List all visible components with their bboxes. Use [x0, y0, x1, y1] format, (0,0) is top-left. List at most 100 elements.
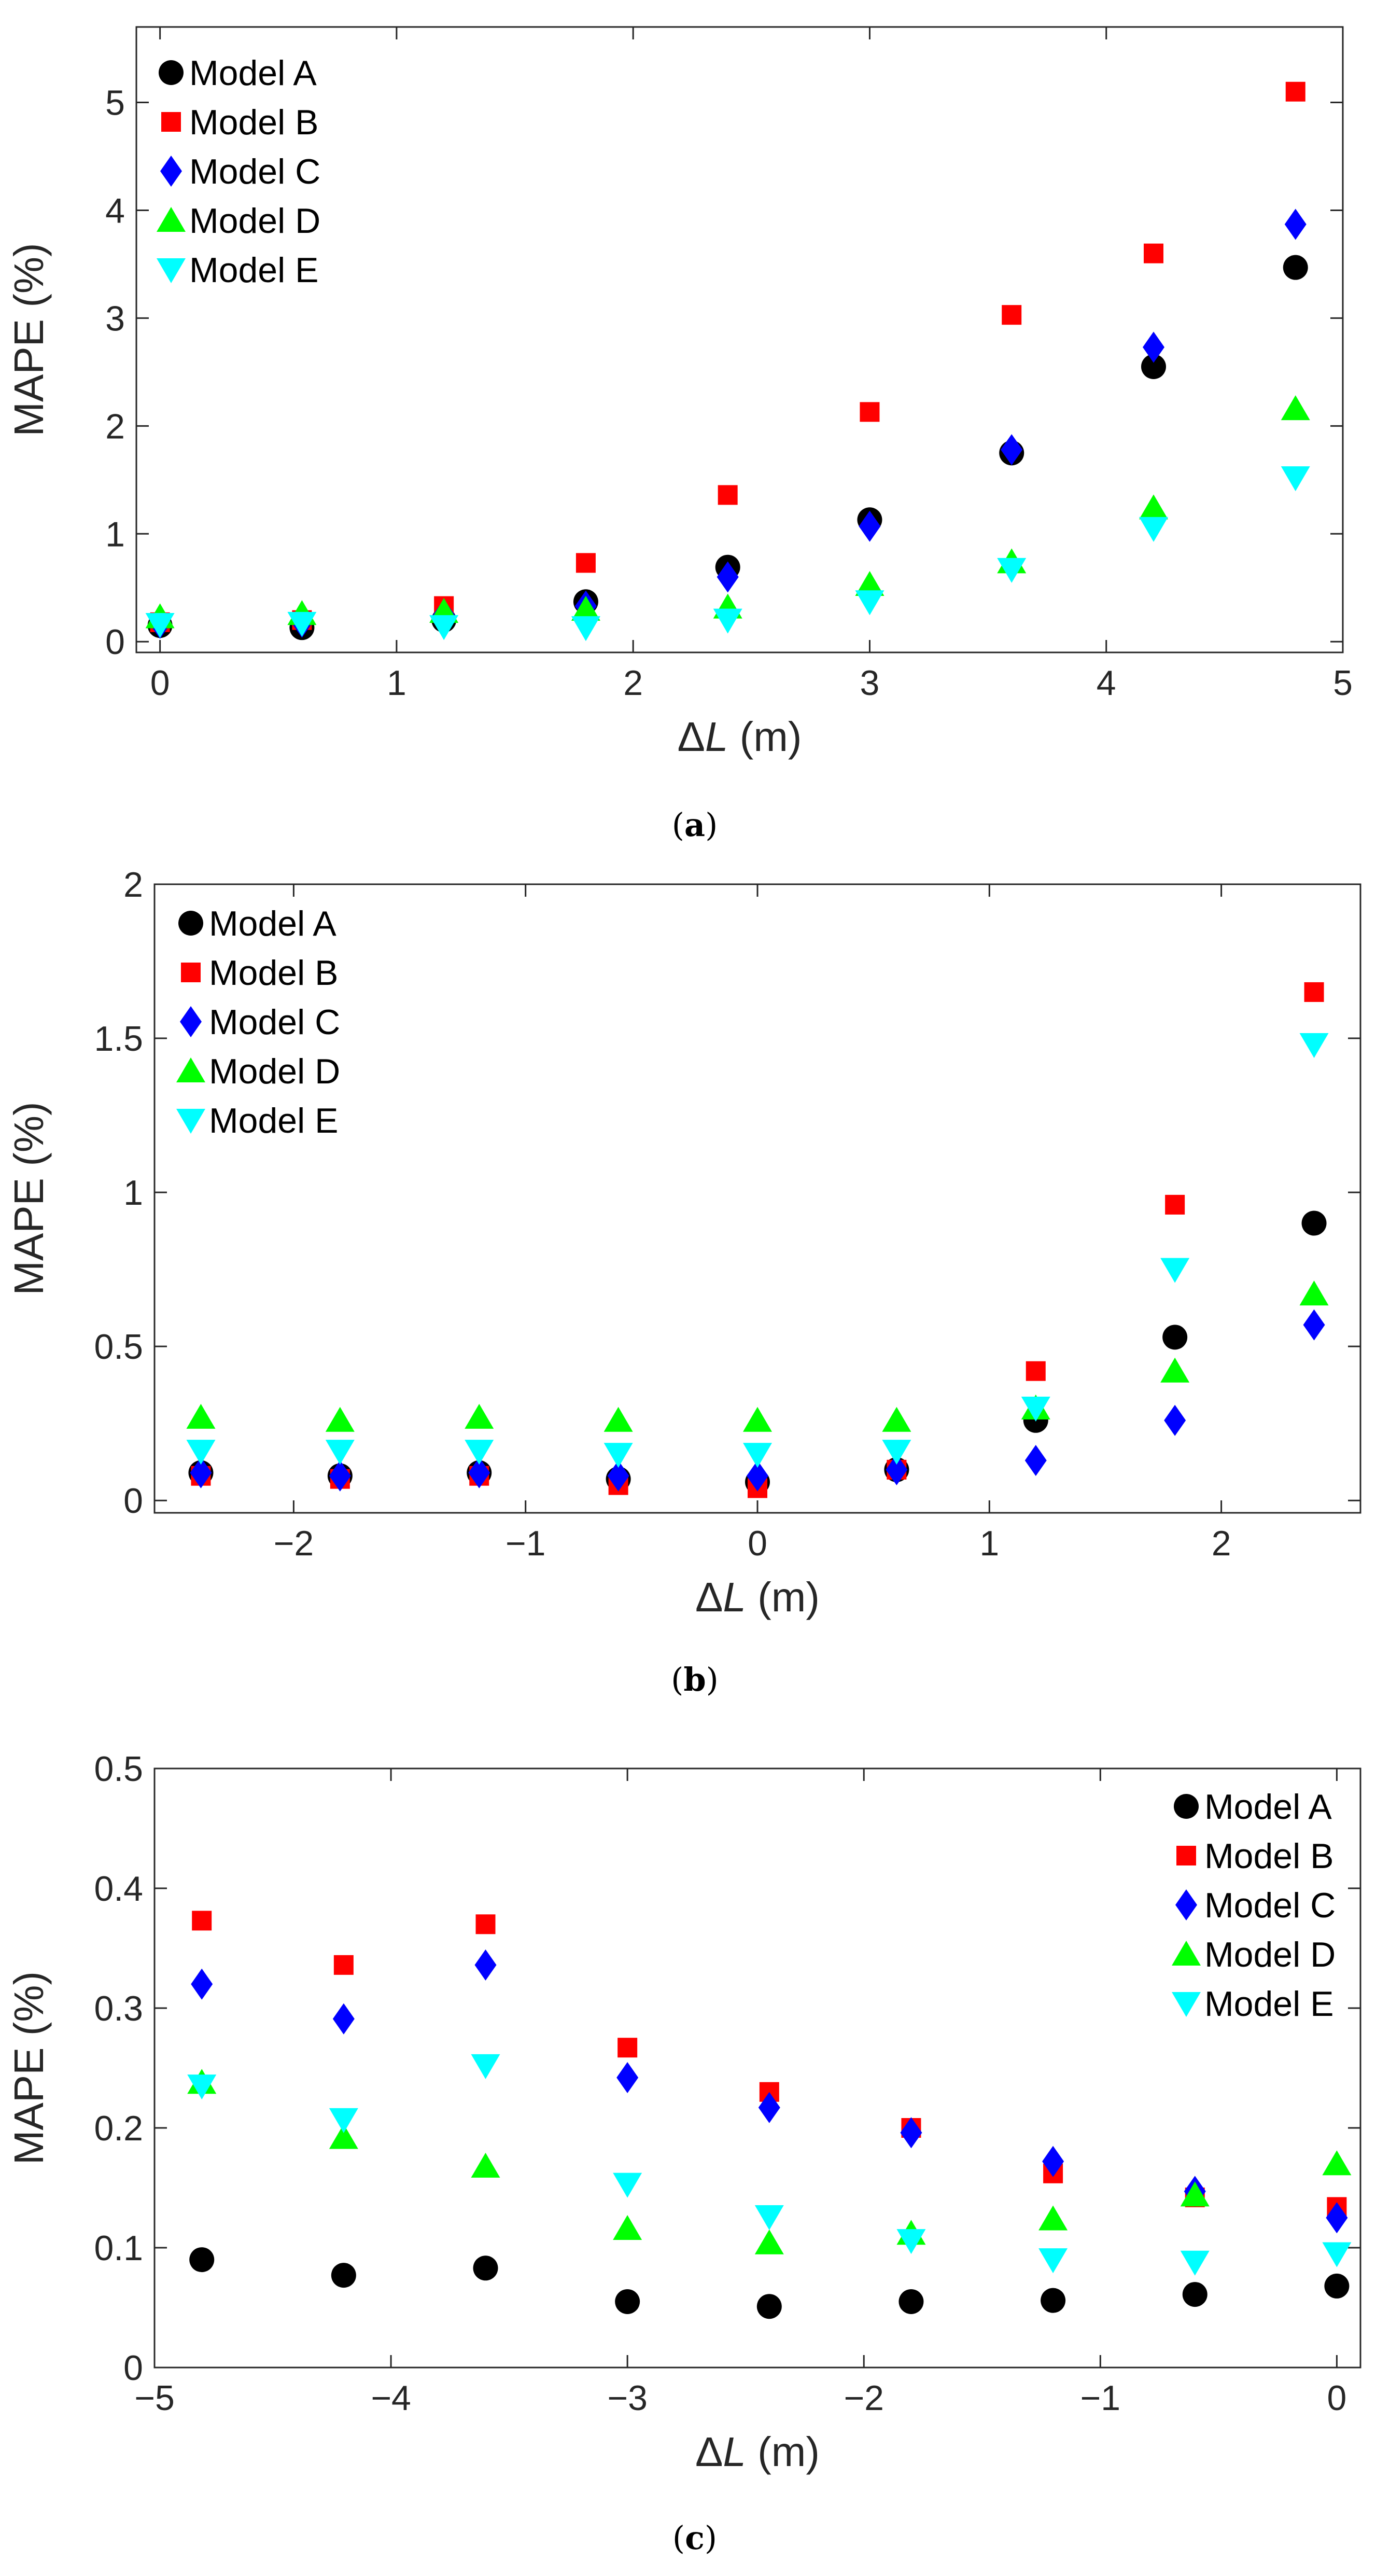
data-point	[1180, 2181, 1210, 2207]
legend-label: Model E	[189, 250, 318, 290]
legend-marker	[176, 1057, 205, 1082]
legend-label: Model B	[209, 953, 338, 993]
data-point	[617, 2038, 638, 2058]
data-point	[1002, 305, 1022, 325]
y-tick-label: 0.5	[94, 1749, 143, 1789]
data-point	[1139, 494, 1168, 520]
data-point	[325, 1407, 355, 1432]
data-point	[473, 2255, 498, 2281]
x-tick-label: 1	[387, 663, 406, 703]
panel-caption: (a)	[672, 806, 718, 844]
data-point	[743, 1407, 772, 1432]
data-point	[859, 510, 881, 542]
data-point	[613, 2173, 642, 2198]
x-axis-label: ΔL (m)	[677, 714, 802, 760]
legend-label: Model E	[1204, 1984, 1333, 2024]
data-point	[1322, 2150, 1352, 2176]
data-point	[329, 1460, 351, 1492]
y-axis-label: MAPE (%)	[6, 1102, 52, 1295]
data-point	[743, 1443, 772, 1468]
legend-label: Model A	[189, 53, 317, 93]
legend-label: Model B	[1204, 1836, 1333, 1876]
data-point	[882, 1440, 911, 1465]
x-tick-label: 2	[1212, 1524, 1231, 1563]
legend-marker	[1172, 1941, 1201, 1966]
data-point	[1299, 1033, 1329, 1058]
x-tick-label: 0	[1327, 2378, 1346, 2418]
x-tick-label: 2	[623, 663, 643, 703]
data-point	[1041, 2288, 1066, 2313]
x-tick-label: −4	[371, 2378, 411, 2418]
data-point	[713, 608, 742, 634]
legend-marker	[159, 60, 184, 85]
data-point	[718, 485, 738, 505]
y-tick-label: 0.2	[94, 2109, 143, 2148]
legend-marker	[1176, 1846, 1196, 1865]
data-point	[1042, 2146, 1064, 2177]
data-point	[616, 2062, 639, 2093]
data-point	[1143, 243, 1163, 263]
data-point	[613, 2215, 642, 2240]
data-point	[474, 1949, 497, 1981]
x-tick-label: 0	[150, 663, 170, 703]
legend-marker	[157, 207, 186, 232]
y-tick-label: 4	[105, 191, 125, 230]
data-point	[575, 553, 596, 573]
data-point	[187, 2074, 217, 2100]
data-point	[191, 1968, 213, 2000]
data-point	[1021, 1397, 1050, 1422]
legend-label: Model C	[1204, 1886, 1336, 1925]
x-tick-label: 1	[979, 1524, 999, 1563]
panel-caption: (b)	[671, 1661, 719, 1698]
data-point	[758, 2092, 780, 2123]
data-point	[468, 1457, 490, 1488]
data-point	[898, 2289, 924, 2314]
series-model-c	[191, 1949, 1348, 2234]
data-point	[1304, 982, 1324, 1002]
x-tick-label: 5	[1333, 663, 1353, 703]
legend-marker	[176, 1109, 205, 1134]
y-tick-label: 5	[105, 83, 125, 123]
data-point	[1141, 354, 1166, 379]
x-tick-label: −2	[274, 1524, 314, 1563]
data-point	[754, 2229, 784, 2254]
data-point	[607, 1460, 629, 1492]
x-tick-label: −1	[506, 1524, 546, 1563]
data-point	[471, 2152, 500, 2178]
y-tick-label: 0.4	[94, 1869, 143, 1909]
data-point	[896, 2229, 926, 2254]
data-point	[145, 612, 175, 638]
data-point	[717, 561, 739, 593]
y-tick-label: 1	[123, 1173, 143, 1213]
data-point	[754, 2205, 784, 2230]
legend-label: Model D	[189, 201, 320, 241]
data-point	[855, 571, 884, 596]
legend: Model A Model B Model C Model D Model E	[176, 904, 340, 1140]
data-point	[1026, 1361, 1046, 1381]
data-point	[882, 1407, 911, 1432]
data-point	[186, 1440, 216, 1465]
data-point	[333, 1955, 354, 1975]
x-tick-label: 4	[1097, 663, 1116, 703]
data-point	[471, 2054, 500, 2079]
data-point	[329, 2124, 358, 2149]
data-point	[189, 2247, 215, 2273]
y-tick-label: 1	[105, 514, 125, 554]
legend: Model A Model B Model C Model D Model E	[157, 53, 320, 290]
legend-marker	[181, 963, 201, 982]
y-tick-label: 2	[123, 865, 143, 904]
legend-marker	[1175, 1889, 1197, 1920]
data-point	[886, 1454, 908, 1485]
data-point	[332, 2003, 355, 2035]
data-point	[1164, 1404, 1186, 1436]
data-point	[1303, 1309, 1325, 1341]
data-point	[1139, 517, 1168, 542]
data-point	[1299, 1280, 1329, 1306]
x-tick-label: −5	[134, 2378, 175, 2418]
series-model-e	[145, 466, 1310, 642]
legend-label: Model C	[209, 1002, 340, 1042]
legend-label: Model A	[209, 904, 336, 943]
data-point	[465, 1403, 494, 1429]
data-point	[329, 2108, 358, 2133]
